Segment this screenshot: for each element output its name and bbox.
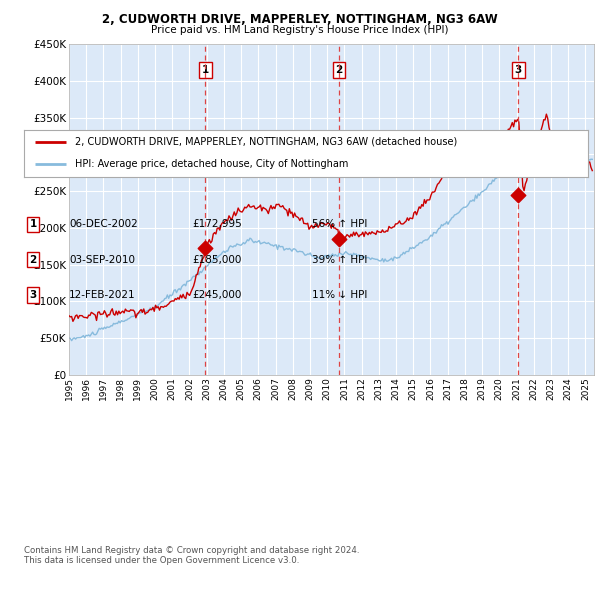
- Text: Contains HM Land Registry data © Crown copyright and database right 2024.
This d: Contains HM Land Registry data © Crown c…: [24, 546, 359, 565]
- Text: 39% ↑ HPI: 39% ↑ HPI: [312, 255, 367, 264]
- Text: Price paid vs. HM Land Registry's House Price Index (HPI): Price paid vs. HM Land Registry's House …: [151, 25, 449, 35]
- Point: [334, 234, 344, 244]
- Text: 1: 1: [202, 65, 209, 75]
- Point: [200, 243, 210, 253]
- Text: 56% ↑ HPI: 56% ↑ HPI: [312, 219, 367, 229]
- Text: 1: 1: [29, 219, 37, 229]
- Text: £185,000: £185,000: [192, 255, 241, 264]
- Text: 2, CUDWORTH DRIVE, MAPPERLEY, NOTTINGHAM, NG3 6AW: 2, CUDWORTH DRIVE, MAPPERLEY, NOTTINGHAM…: [102, 13, 498, 26]
- Text: 2: 2: [29, 255, 37, 264]
- Text: 12-FEB-2021: 12-FEB-2021: [69, 290, 136, 300]
- Text: £172,995: £172,995: [192, 219, 242, 229]
- Text: 3: 3: [29, 290, 37, 300]
- Text: 2, CUDWORTH DRIVE, MAPPERLEY, NOTTINGHAM, NG3 6AW (detached house): 2, CUDWORTH DRIVE, MAPPERLEY, NOTTINGHAM…: [75, 137, 457, 146]
- Text: 3: 3: [515, 65, 522, 75]
- Text: £245,000: £245,000: [192, 290, 241, 300]
- Point: [514, 190, 523, 199]
- Text: 11% ↓ HPI: 11% ↓ HPI: [312, 290, 367, 300]
- Text: 06-DEC-2002: 06-DEC-2002: [69, 219, 138, 229]
- Text: 03-SEP-2010: 03-SEP-2010: [69, 255, 135, 264]
- Text: 2: 2: [335, 65, 343, 75]
- Text: HPI: Average price, detached house, City of Nottingham: HPI: Average price, detached house, City…: [75, 159, 348, 169]
